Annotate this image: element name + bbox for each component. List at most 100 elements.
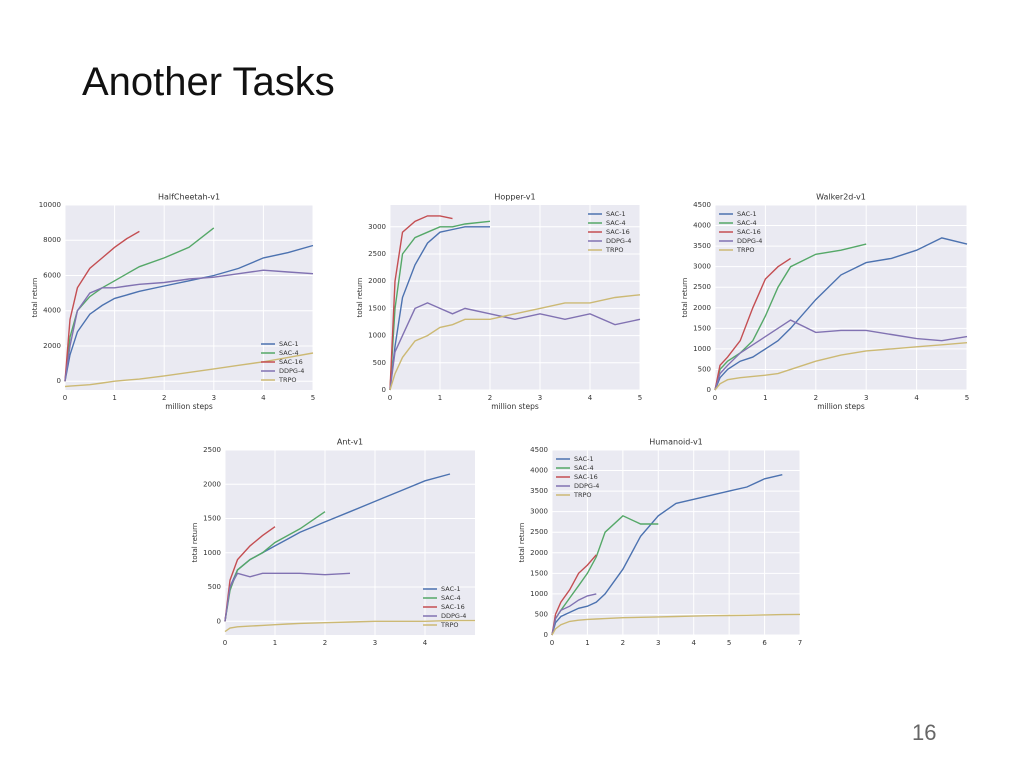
legend-label: SAC-4 xyxy=(279,349,299,357)
series-line xyxy=(551,613,801,636)
y-tick-label: 1500 xyxy=(203,515,221,523)
x-tick-label: 1 xyxy=(438,394,442,402)
y-tick-label: 1000 xyxy=(693,345,711,353)
x-tick-label: 3 xyxy=(373,639,377,647)
series-line xyxy=(64,244,314,382)
y-tick-label: 4500 xyxy=(693,201,711,209)
legend-label: SAC-4 xyxy=(737,219,757,227)
plot-area xyxy=(390,205,640,390)
x-tick-label: 5 xyxy=(638,394,642,402)
legend-label: SAC-16 xyxy=(441,603,465,611)
y-axis-label: total return xyxy=(518,523,526,563)
legend-label: SAC-16 xyxy=(279,358,303,366)
x-tick-label: 7 xyxy=(798,639,802,647)
legend-label: DDPG-4 xyxy=(606,237,631,245)
y-tick-label: 0 xyxy=(544,631,548,639)
legend-label: DDPG-4 xyxy=(279,367,304,375)
legend-label: DDPG-4 xyxy=(574,482,599,490)
y-tick-label: 2000 xyxy=(530,549,548,557)
y-tick-label: 2000 xyxy=(43,342,61,350)
y-tick-label: 4000 xyxy=(530,467,548,475)
y-tick-label: 500 xyxy=(373,359,386,367)
x-tick-label: 1 xyxy=(585,639,589,647)
plot-area xyxy=(65,205,313,390)
y-tick-label: 3000 xyxy=(693,263,711,271)
y-tick-label: 2500 xyxy=(530,528,548,536)
chart-title: Ant-v1 xyxy=(337,438,363,447)
legend-label: SAC-4 xyxy=(606,219,626,227)
legend-label: SAC-4 xyxy=(574,464,594,472)
slide-title: Another Tasks xyxy=(82,60,335,104)
x-tick-label: 2 xyxy=(323,639,327,647)
series-line xyxy=(64,352,314,388)
series-line xyxy=(224,619,475,633)
chart-title: HalfCheetah-v1 xyxy=(158,193,220,202)
legend-label: SAC-16 xyxy=(737,228,761,236)
y-tick-label: 0 xyxy=(57,377,61,385)
y-tick-label: 2500 xyxy=(203,446,221,454)
y-tick-label: 0 xyxy=(382,386,386,394)
x-tick-label: 2 xyxy=(814,394,818,402)
series-line xyxy=(714,257,791,391)
y-tick-label: 2000 xyxy=(693,304,711,312)
y-tick-label: 4000 xyxy=(43,307,61,315)
legend-label: SAC-16 xyxy=(606,228,630,236)
x-tick-label: 1 xyxy=(763,394,767,402)
y-tick-label: 4000 xyxy=(693,222,711,230)
x-axis-label: million steps xyxy=(491,402,539,411)
y-tick-label: 500 xyxy=(698,365,711,373)
chart-title: Walker2d-v1 xyxy=(816,193,866,202)
x-axis-label: million steps xyxy=(165,402,213,411)
legend-label: SAC-4 xyxy=(441,594,461,602)
series-line xyxy=(714,243,867,391)
y-tick-label: 2000 xyxy=(203,480,221,488)
y-tick-label: 1000 xyxy=(203,549,221,557)
legend-label: TRPO xyxy=(605,246,624,254)
x-tick-label: 2 xyxy=(488,394,492,402)
x-tick-label: 0 xyxy=(713,394,717,402)
y-tick-label: 6000 xyxy=(43,271,61,279)
series-line xyxy=(389,226,490,391)
y-tick-label: 3000 xyxy=(530,508,548,516)
x-tick-label: 4 xyxy=(261,394,266,402)
series-line xyxy=(551,474,783,636)
page-number: 16 xyxy=(912,720,937,745)
x-tick-label: 2 xyxy=(621,639,625,647)
x-tick-label: 0 xyxy=(63,394,67,402)
series-line xyxy=(714,342,968,391)
legend-label: SAC-1 xyxy=(606,210,626,218)
legend-label: SAC-1 xyxy=(441,585,461,593)
legend-label: TRPO xyxy=(278,376,297,384)
series-line xyxy=(389,302,641,391)
x-tick-label: 3 xyxy=(538,394,542,402)
y-tick-label: 1000 xyxy=(368,332,386,340)
y-tick-label: 3500 xyxy=(693,242,711,250)
series-line xyxy=(64,269,314,382)
y-tick-label: 1500 xyxy=(368,304,386,312)
y-tick-label: 500 xyxy=(208,583,221,591)
y-tick-label: 500 xyxy=(535,610,548,618)
x-tick-label: 5 xyxy=(311,394,315,402)
x-tick-label: 6 xyxy=(762,639,767,647)
y-tick-label: 4500 xyxy=(530,446,548,454)
x-tick-label: 4 xyxy=(423,639,428,647)
y-tick-label: 1500 xyxy=(530,569,548,577)
y-tick-label: 2000 xyxy=(368,277,386,285)
series-line xyxy=(714,237,968,391)
y-tick-label: 1000 xyxy=(530,590,548,598)
y-axis-label: total return xyxy=(191,523,199,563)
y-tick-label: 1500 xyxy=(693,324,711,332)
series-line xyxy=(224,526,276,622)
legend-label: SAC-1 xyxy=(279,340,299,348)
x-tick-label: 3 xyxy=(864,394,868,402)
legend-label: DDPG-4 xyxy=(737,237,762,245)
y-tick-label: 2500 xyxy=(368,250,386,258)
legend-label: TRPO xyxy=(736,246,755,254)
x-tick-label: 4 xyxy=(914,394,919,402)
series-line xyxy=(551,554,597,636)
plot-area xyxy=(225,450,475,635)
y-tick-label: 2500 xyxy=(693,283,711,291)
y-axis-label: total return xyxy=(681,278,689,318)
